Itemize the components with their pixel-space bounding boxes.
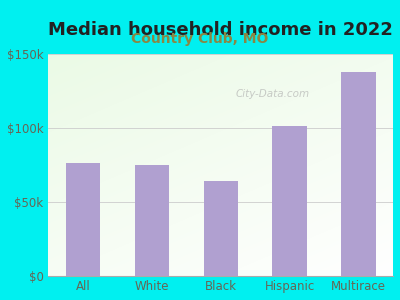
Bar xyxy=(272,127,307,276)
Title: Median household income in 2022: Median household income in 2022 xyxy=(48,21,393,39)
Text: City-Data.com: City-Data.com xyxy=(235,89,310,99)
Bar xyxy=(66,164,100,276)
Bar xyxy=(204,181,238,276)
Bar xyxy=(134,165,169,276)
Text: Country Club, MO: Country Club, MO xyxy=(131,32,269,46)
Bar xyxy=(341,72,376,276)
